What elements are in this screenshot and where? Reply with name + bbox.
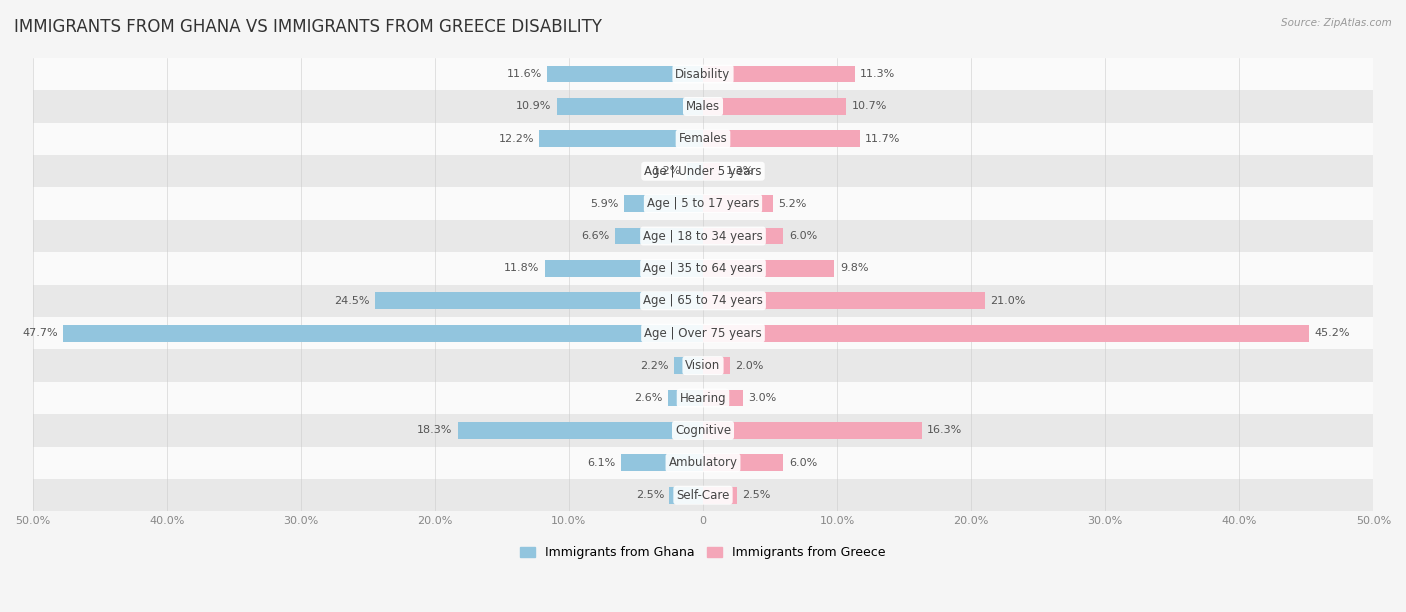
Bar — [669, 487, 703, 504]
Text: Age | Over 75 years: Age | Over 75 years — [644, 327, 762, 340]
Text: 11.6%: 11.6% — [506, 69, 543, 79]
Text: 47.7%: 47.7% — [22, 328, 58, 338]
Bar — [703, 487, 737, 504]
Text: 2.0%: 2.0% — [735, 360, 763, 371]
Bar — [32, 187, 1374, 220]
Text: Source: ZipAtlas.com: Source: ZipAtlas.com — [1281, 18, 1392, 28]
Text: 18.3%: 18.3% — [418, 425, 453, 435]
Text: IMMIGRANTS FROM GHANA VS IMMIGRANTS FROM GREECE DISABILITY: IMMIGRANTS FROM GHANA VS IMMIGRANTS FROM… — [14, 18, 602, 36]
Text: 11.7%: 11.7% — [865, 134, 901, 144]
Text: Age | 18 to 34 years: Age | 18 to 34 years — [643, 230, 763, 242]
Text: 3.0%: 3.0% — [748, 393, 778, 403]
Bar — [32, 414, 1374, 447]
Bar — [32, 285, 1374, 317]
Text: Age | Under 5 years: Age | Under 5 years — [644, 165, 762, 177]
Bar — [32, 479, 1374, 512]
Text: 45.2%: 45.2% — [1315, 328, 1350, 338]
Bar — [32, 220, 1374, 252]
Bar — [32, 382, 1374, 414]
Bar — [703, 454, 783, 471]
Text: Ambulatory: Ambulatory — [668, 457, 738, 469]
Bar — [621, 454, 703, 471]
Text: 6.0%: 6.0% — [789, 458, 817, 468]
Text: 11.3%: 11.3% — [860, 69, 896, 79]
Bar — [673, 357, 703, 374]
Text: 2.5%: 2.5% — [742, 490, 770, 500]
Text: Females: Females — [679, 132, 727, 145]
Bar — [540, 130, 703, 147]
Text: 5.2%: 5.2% — [778, 199, 807, 209]
Text: 11.8%: 11.8% — [505, 263, 540, 274]
Text: 9.8%: 9.8% — [839, 263, 869, 274]
Legend: Immigrants from Ghana, Immigrants from Greece: Immigrants from Ghana, Immigrants from G… — [515, 541, 891, 564]
Text: Age | 5 to 17 years: Age | 5 to 17 years — [647, 197, 759, 210]
Text: Disability: Disability — [675, 67, 731, 81]
Text: Males: Males — [686, 100, 720, 113]
Bar — [547, 65, 703, 83]
Bar — [688, 163, 703, 180]
Bar — [703, 260, 834, 277]
Text: 10.9%: 10.9% — [516, 102, 551, 111]
Bar — [32, 90, 1374, 122]
Text: Vision: Vision — [685, 359, 721, 372]
Bar — [668, 390, 703, 406]
Bar — [32, 447, 1374, 479]
Bar — [32, 317, 1374, 349]
Bar — [63, 325, 703, 341]
Bar — [544, 260, 703, 277]
Bar — [703, 293, 984, 309]
Text: 24.5%: 24.5% — [333, 296, 370, 306]
Text: 1.3%: 1.3% — [725, 166, 754, 176]
Text: 6.6%: 6.6% — [581, 231, 609, 241]
Bar — [703, 357, 730, 374]
Text: Hearing: Hearing — [679, 392, 727, 405]
Bar — [703, 228, 783, 244]
Text: Cognitive: Cognitive — [675, 424, 731, 437]
Text: 21.0%: 21.0% — [990, 296, 1025, 306]
Bar — [703, 422, 921, 439]
Text: 10.7%: 10.7% — [852, 102, 887, 111]
Text: 2.6%: 2.6% — [634, 393, 662, 403]
Text: 6.0%: 6.0% — [789, 231, 817, 241]
Bar — [703, 98, 846, 115]
Bar — [32, 252, 1374, 285]
Text: Age | 65 to 74 years: Age | 65 to 74 years — [643, 294, 763, 307]
Text: 2.2%: 2.2% — [640, 360, 668, 371]
Bar — [703, 325, 1309, 341]
Bar — [32, 58, 1374, 90]
Bar — [457, 422, 703, 439]
Bar — [703, 163, 720, 180]
Bar — [703, 195, 773, 212]
Bar — [557, 98, 703, 115]
Text: Self-Care: Self-Care — [676, 489, 730, 502]
Bar — [614, 228, 703, 244]
Text: 6.1%: 6.1% — [588, 458, 616, 468]
Bar — [32, 122, 1374, 155]
Text: 16.3%: 16.3% — [927, 425, 962, 435]
Bar — [703, 65, 855, 83]
Text: 12.2%: 12.2% — [499, 134, 534, 144]
Bar — [32, 349, 1374, 382]
Text: 2.5%: 2.5% — [636, 490, 664, 500]
Text: 1.2%: 1.2% — [654, 166, 682, 176]
Text: Age | 35 to 64 years: Age | 35 to 64 years — [643, 262, 763, 275]
Bar — [624, 195, 703, 212]
Text: 5.9%: 5.9% — [591, 199, 619, 209]
Bar — [32, 155, 1374, 187]
Bar — [703, 390, 744, 406]
Bar — [703, 130, 860, 147]
Bar — [374, 293, 703, 309]
